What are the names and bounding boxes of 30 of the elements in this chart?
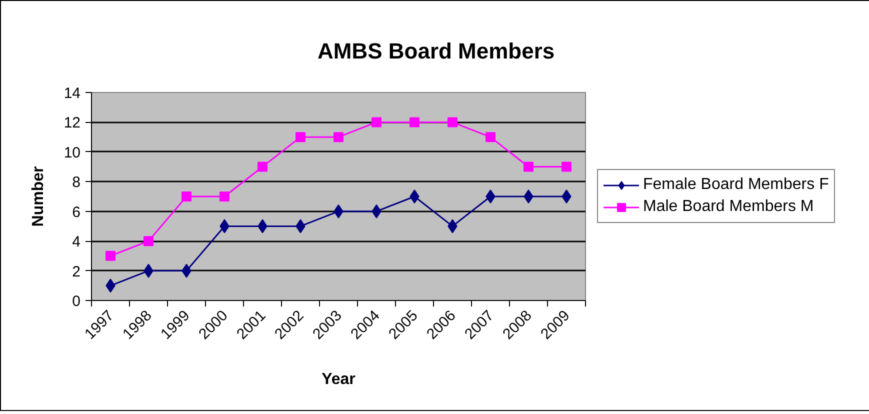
point [486,190,496,204]
y-axis-title: Number [30,166,47,227]
point [372,117,382,128]
point [524,162,534,172]
point [410,190,420,204]
legend-label: Female Board Members F [643,176,829,194]
point [486,132,496,142]
y-tick-label: 8 [72,174,80,192]
point [448,117,458,128]
legend-label: Male Board Members M [643,198,814,216]
point [220,192,230,202]
y-tick-label: 10 [64,144,81,162]
y-tick-label: 6 [72,204,80,221]
point [334,132,344,142]
point [258,162,268,172]
point [524,190,534,204]
y-tick-label: 12 [64,114,81,132]
y-tick-label: 0 [72,293,80,310]
x-axis-title: Year [322,370,356,388]
chart-title: AMBS Board Members [318,38,555,64]
point [562,190,572,204]
y-tick-label: 4 [72,234,80,251]
point [106,250,116,261]
point [144,236,154,246]
point [182,192,192,202]
y-tick-label: 14 [64,85,81,102]
point [562,162,572,172]
point [410,117,420,128]
y-tick-label: 2 [72,263,80,280]
point [296,132,306,142]
